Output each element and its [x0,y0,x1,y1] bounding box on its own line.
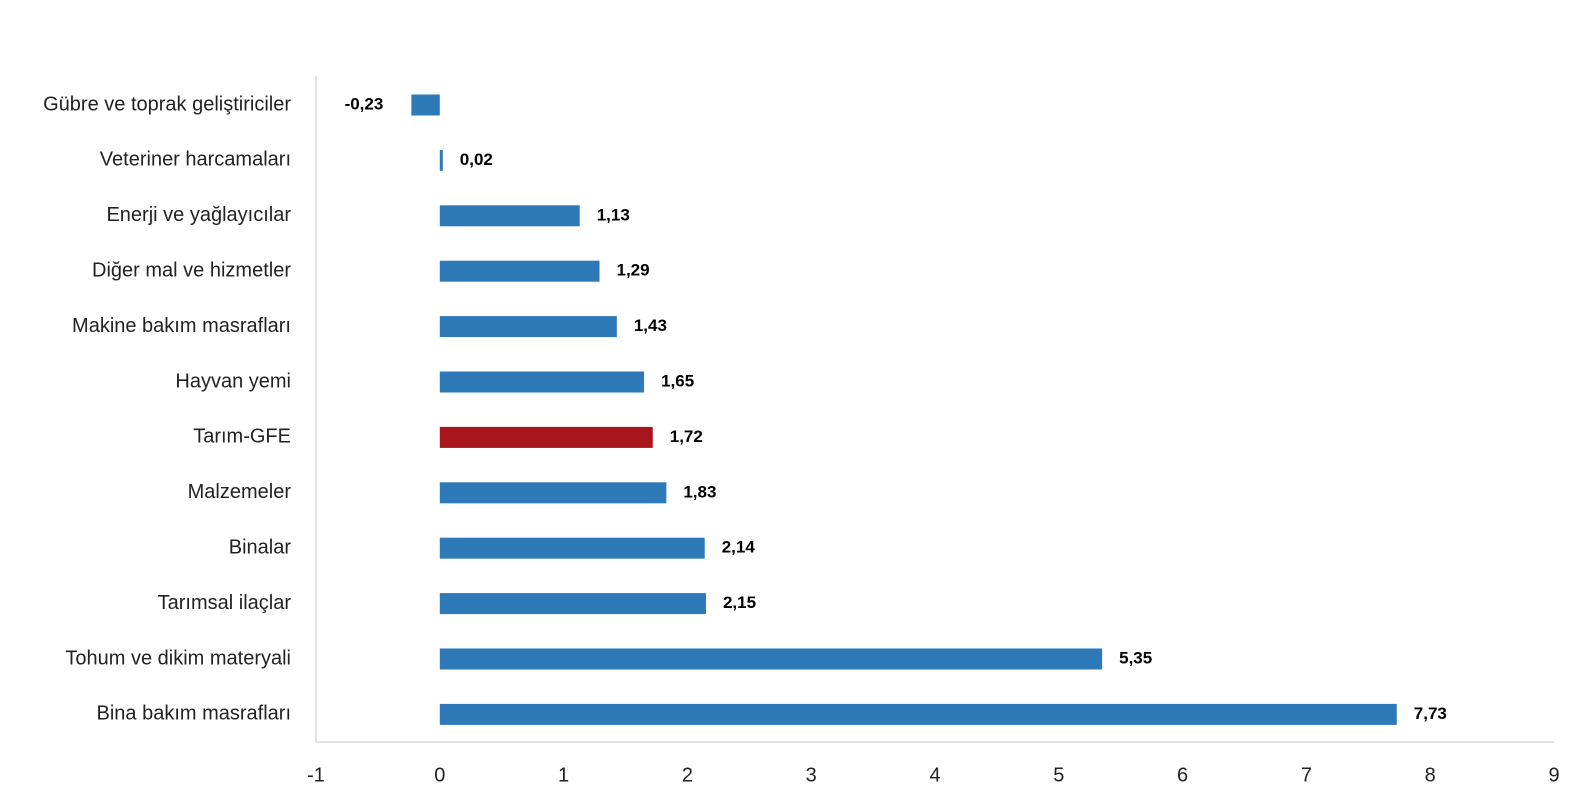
category-labels: Gübre ve toprak geliştiriciler Veteriner … [43,93,291,724]
bar-gubre-ve-toprak-gelistiriciler [411,94,440,116]
x-tick-label: 5 [1053,764,1064,786]
category-label-diger-mal-ve-hizmetler: Diğer mal ve hizmetler [92,259,291,281]
bar-binalar [439,537,705,559]
x-tick-label: 8 [1425,764,1436,786]
category-label-tarimsal-ilaclar: Tarımsal ilaçlar [158,592,292,614]
category-label-hayvan-yemi: Hayvan yemi [175,370,291,392]
bar-malzemeler [439,482,667,504]
category-label-gubre-ve-toprak-gelistiriciler: Gübre ve toprak geliştiriciler [43,93,291,115]
category-label-binalar: Binalar [229,536,292,558]
bar-hayvan-yemi [439,371,645,393]
x-tick-label: 4 [929,764,940,786]
x-tick-label: 1 [558,764,569,786]
category-label-enerji-ve-yaglayicilar: Enerji ve yağlayıcılar [106,204,291,226]
value-label-tohum-ve-dikim-materyali: 5,35 [1119,648,1152,667]
value-label-tarim-gfe: 1,72 [670,427,703,446]
x-tick-label: 3 [806,764,817,786]
category-label-malzemeler: Malzemeler [188,481,292,503]
category-label-tohum-ve-dikim-materyali: Tohum ve dikim materyali [65,647,291,669]
x-tick-label: 7 [1301,764,1312,786]
category-label-tarim-gfe: Tarım-GFE [193,426,291,448]
category-label-makine-bakim-masraflari: Makine bakım masrafları [72,315,291,337]
bars [411,94,1397,725]
x-tick-label: 9 [1548,764,1559,786]
value-label-enerji-ve-yaglayicilar: 1,13 [597,205,630,224]
bar-veteriner-harcamalari [439,149,443,171]
x-tick-label: 6 [1177,764,1188,786]
value-label-diger-mal-ve-hizmetler: 1,29 [617,261,650,280]
value-label-makine-bakim-masraflari: 1,43 [634,316,667,335]
value-label-tarimsal-ilaclar: 2,15 [723,593,756,612]
value-labels: -0,23 0,02 1,13 1,29 1,43 1,65 1,72 1,83 2,14 2,1… [345,94,1447,722]
value-label-gubre-ve-toprak-gelistiriciler: -0,23 [345,94,384,113]
bar-makine-bakim-masraflari [439,316,617,338]
bar-diger-mal-ve-hizmetler [439,260,600,282]
x-tick-label: -1 [307,764,325,786]
value-label-hayvan-yemi: 1,65 [661,371,694,390]
bar-tohum-ve-dikim-materyali [439,648,1103,670]
value-label-bina-bakim-masraflari: 7,73 [1414,704,1447,723]
x-axis-ticks: -1 0 1 2 3 4 5 6 7 8 9 [307,764,1559,786]
x-tick-label: 2 [682,764,693,786]
value-label-malzemeler: 1,83 [683,482,716,501]
bar-enerji-ve-yaglayicilar [439,205,580,227]
value-label-veteriner-harcamalari: 0,02 [460,150,493,169]
x-tick-label: 0 [434,764,445,786]
value-label-binalar: 2,14 [722,538,756,557]
bar-tarimsal-ilaclar [439,593,706,615]
bar-bina-bakim-masraflari [439,703,1397,725]
bar-tarim-gfe [439,426,653,448]
category-label-veteriner-harcamalari: Veteriner harcamaları [100,149,291,171]
category-label-bina-bakim-masraflari: Bina bakım masrafları [96,703,291,725]
